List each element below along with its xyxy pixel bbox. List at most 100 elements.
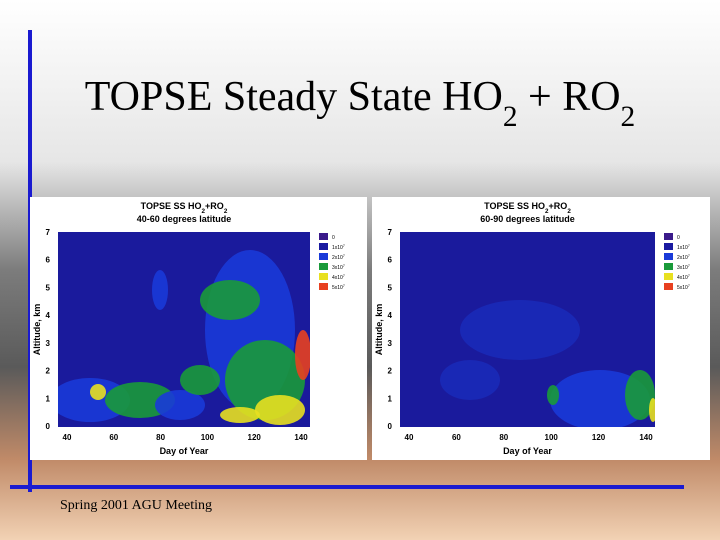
legend-swatch [319,283,328,290]
y-tick-label: 7 [46,228,51,237]
x-tick-label: 60 [109,433,118,442]
y-tick-label: 3 [388,339,393,348]
text-part: TOPSE SS HO [484,201,545,211]
x-tick-label: 100 [545,433,559,442]
legend-label: 0 [332,235,335,241]
script-text: 7 [688,264,690,268]
text-part: 4x10 [677,275,688,281]
y-tick-label: 2 [388,367,393,376]
contour-region [550,370,650,427]
x-tick-label: 40 [63,433,72,442]
text-part: 1x10 [677,245,688,251]
script-text: 7 [688,284,690,288]
y-tick-label: 7 [388,228,393,237]
text-part: TOPSE Steady State HO [85,74,503,120]
legend-swatch [664,263,673,270]
contour-region [152,270,168,310]
legend-swatch [319,273,328,280]
contours [58,250,310,425]
contours [440,300,655,427]
script-text: 7 [343,254,345,258]
legend-label: 2x107 [677,254,690,261]
y-tick-label: 2 [46,367,51,376]
x-tick-label: 60 [452,433,461,442]
script-text: 7 [688,244,690,248]
y-tick-label: 1 [46,394,51,403]
contour-region [180,365,220,395]
y-tick-label: 1 [388,394,393,403]
x-axis-label: Day of Year [503,446,552,456]
contour-region [295,330,310,380]
legend-swatch [664,273,673,280]
contour-region [649,398,655,422]
text-part: 3x10 [677,265,688,271]
text-part: 0 [677,235,680,241]
script-text: 7 [343,284,345,288]
y-tick-label: 0 [46,422,51,431]
legend-label: 3x107 [332,264,345,271]
contour-region [625,370,655,420]
script-text: 2 [503,101,518,133]
script-text: 7 [688,274,690,278]
y-axis-label: Altitude, km [374,304,384,356]
contour-region [547,385,559,405]
text-part: 5x10 [332,285,343,291]
text-part: 2x10 [332,255,343,261]
x-tick-label: 80 [499,433,508,442]
text-part: + RO [518,74,621,120]
text-part: 2x10 [677,255,688,261]
legend-label: 5x107 [677,284,690,291]
legend-label: 1x107 [677,244,690,251]
y-tick-label: 3 [46,339,51,348]
contour-region [155,390,205,420]
legend-swatch [664,283,673,290]
legend-swatch [664,243,673,250]
legend-label: 3x107 [677,264,690,271]
legend-swatch [664,233,673,240]
contour-region [220,407,260,423]
contour-region [460,300,580,360]
footer: Spring 2001 AGU Meeting [60,498,212,513]
legend-label: 2x107 [332,254,345,261]
y-tick-label: 6 [388,256,393,265]
legend-label: 4x107 [677,274,690,281]
text-part: 3x10 [332,265,343,271]
script-text: 7 [343,264,345,268]
text-part: +RO [205,201,224,211]
x-tick-label: 120 [248,433,262,442]
y-tick-label: 5 [46,283,51,292]
text-part: 4x10 [332,275,343,281]
slide-title: TOPSE Steady State HO2 + RO2 [85,74,636,133]
legend-label: 5x107 [332,284,345,291]
x-axis-label: Day of Year [160,446,209,456]
x-tick-label: 140 [294,433,308,442]
contour-region [255,395,305,425]
legend-swatch [319,253,328,260]
panel-subtitle: 60-90 degrees latitude [480,214,575,224]
y-axis-label: Altitude, km [32,304,42,356]
contour-region [200,280,260,320]
script-text: 2 [567,208,571,215]
y-tick-label: 6 [46,256,51,265]
script-text: 2 [224,208,228,215]
script-text: 2 [621,101,636,133]
contour-region [440,360,500,400]
text-part: TOPSE SS HO [141,201,202,211]
script-text: 7 [688,254,690,258]
contour-region [90,384,106,400]
text-part: 5x10 [677,285,688,291]
x-tick-label: 80 [156,433,165,442]
legend-swatch [319,243,328,250]
y-tick-label: 4 [388,311,393,320]
script-text: 2 [545,208,549,215]
x-tick-label: 120 [592,433,606,442]
legend-swatch [664,253,673,260]
text-part: +RO [549,201,568,211]
legend-swatch [319,233,328,240]
contour-region [58,378,130,422]
x-tick-label: 40 [405,433,414,442]
panel-title: TOPSE SS HO2+RO2 [141,201,228,215]
